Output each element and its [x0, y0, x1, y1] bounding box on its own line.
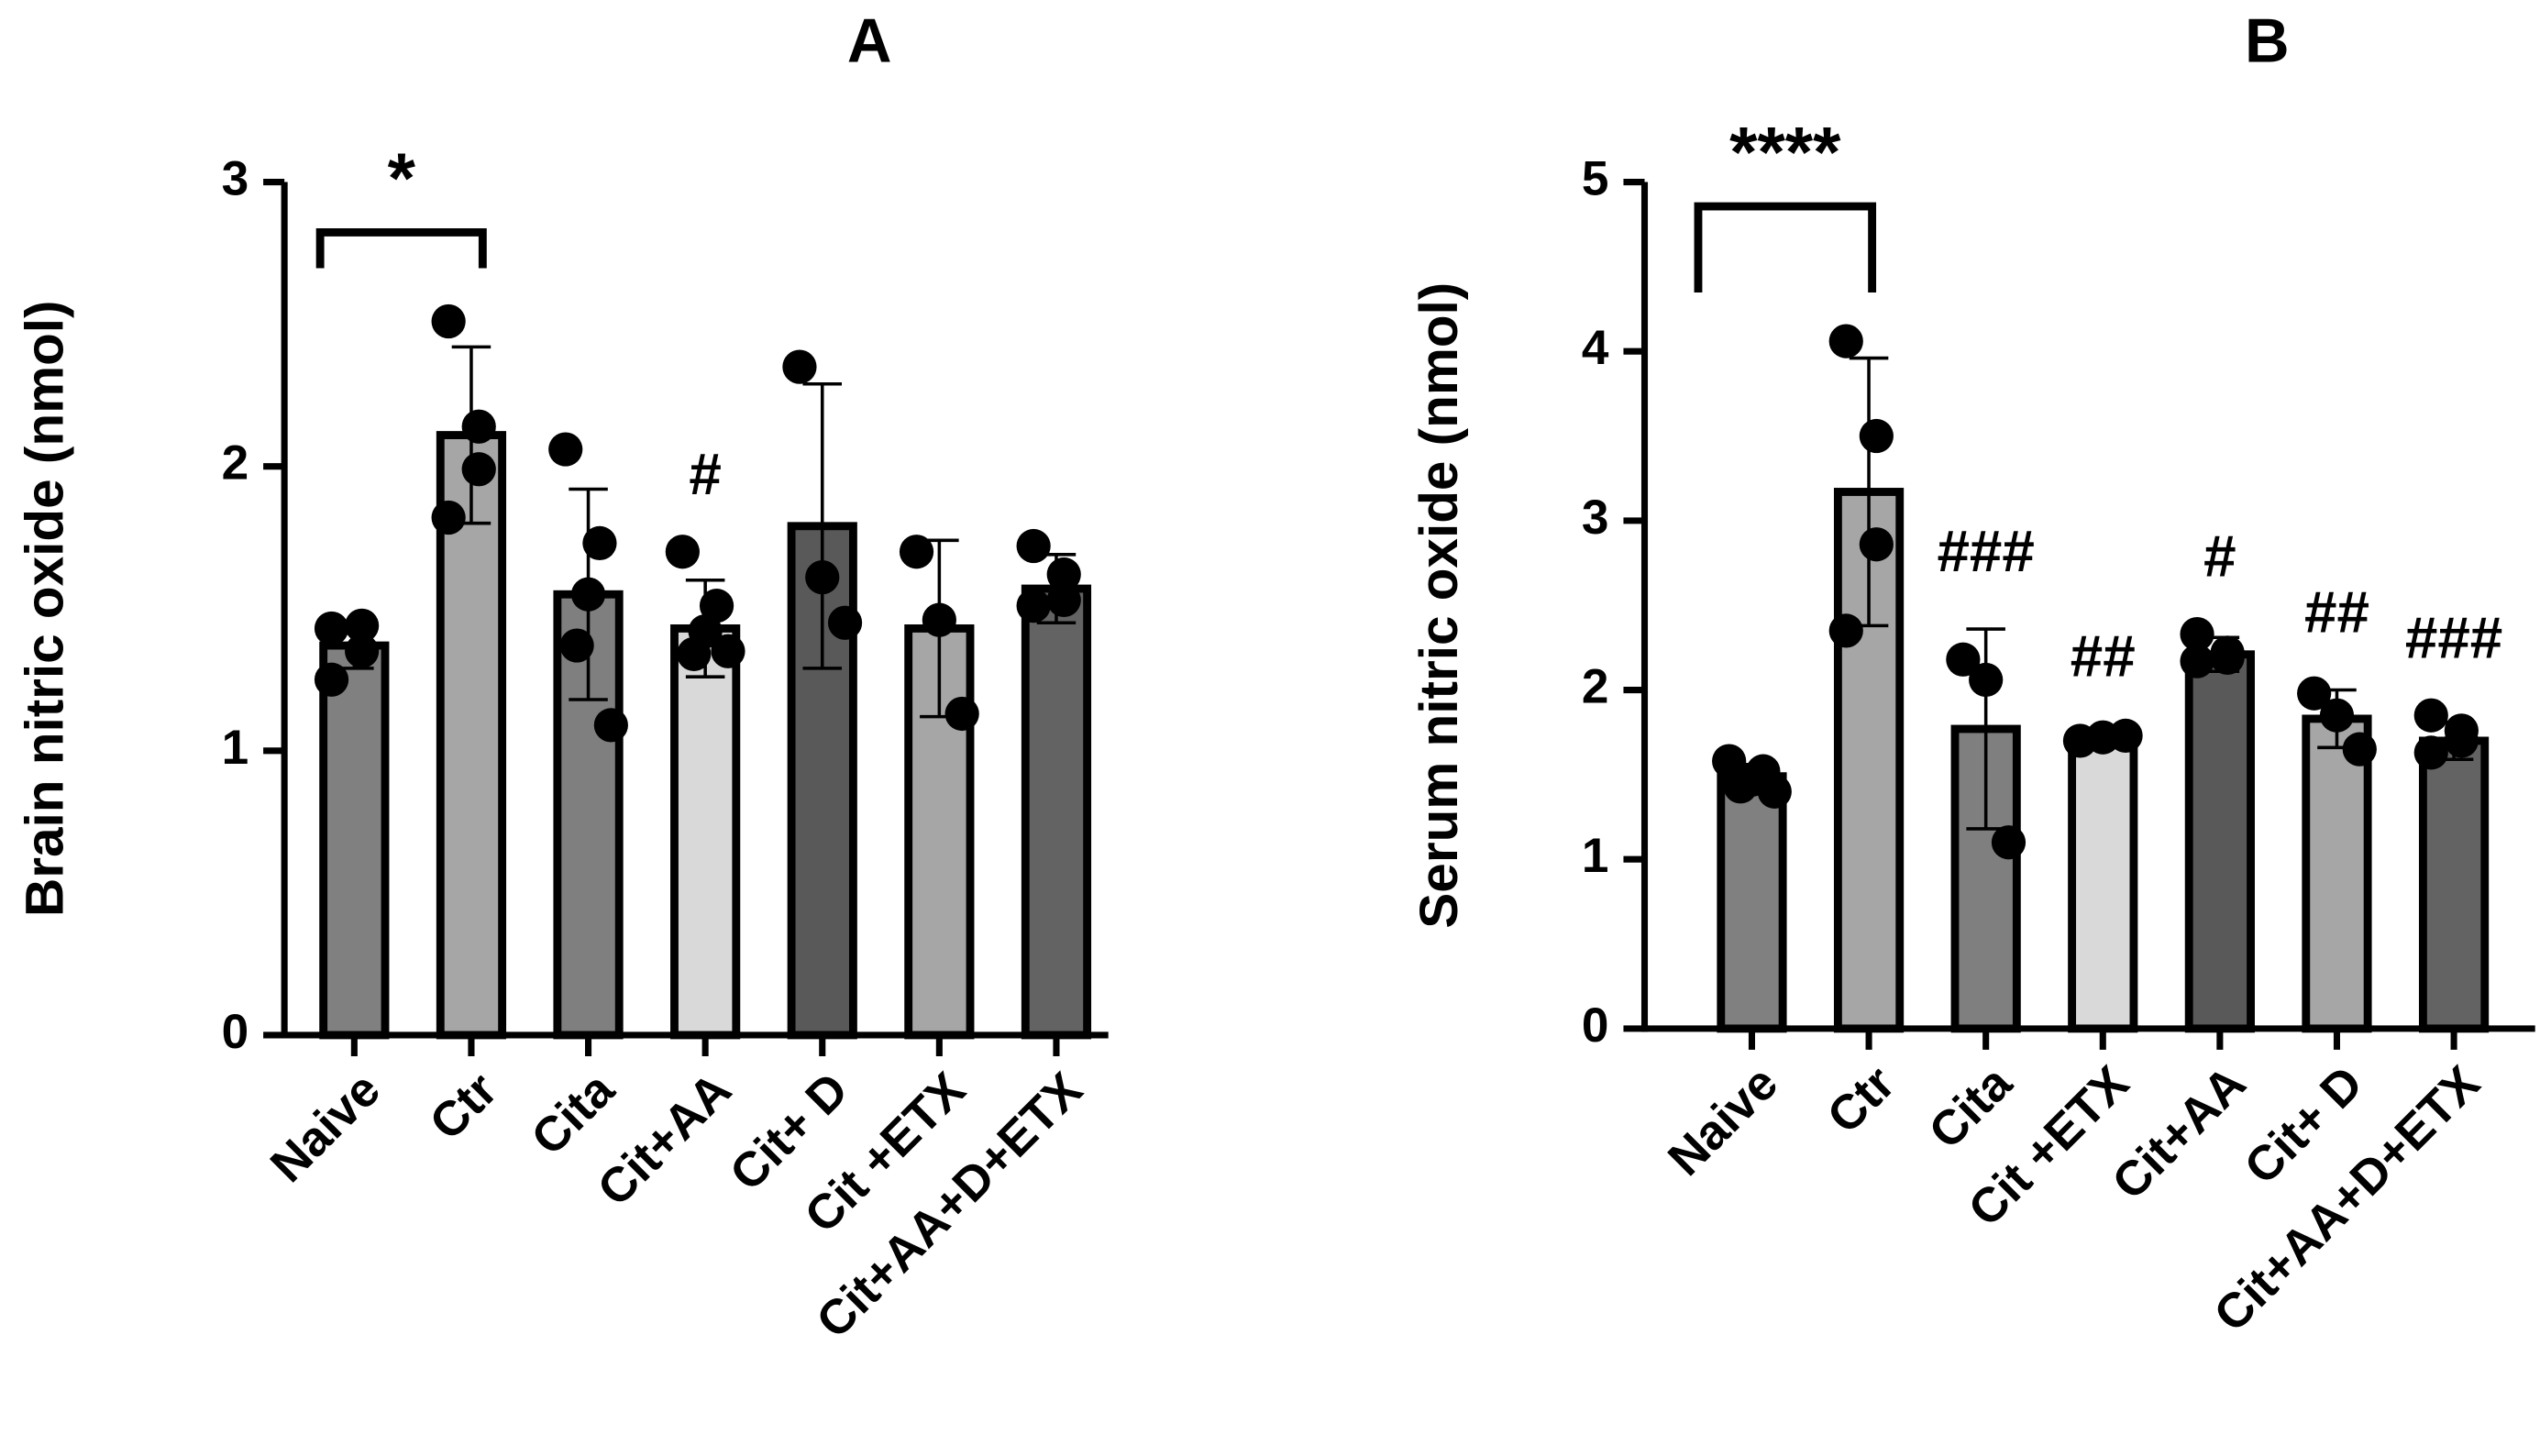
significance-bracket	[1694, 202, 1877, 293]
x-tick-label: Naive	[260, 1063, 391, 1193]
annotation: #	[2203, 524, 2236, 590]
data-point	[699, 589, 734, 623]
x-tick-label: Cit+AA	[2102, 1056, 2256, 1210]
y-tick-label: 2	[1582, 660, 1609, 714]
data-point	[1757, 774, 1792, 809]
data-point	[1828, 324, 1863, 358]
x-tick-label: Ctr	[1817, 1056, 1905, 1144]
y-tick-label: 1	[222, 721, 249, 775]
data-point	[2180, 644, 2214, 678]
bar	[319, 641, 390, 1040]
y-tick-label: 4	[1582, 321, 1609, 375]
x-tick-label: Cita	[522, 1063, 625, 1166]
data-point	[899, 535, 934, 569]
data-point	[1969, 662, 2004, 698]
data-point	[431, 303, 466, 339]
data-point	[922, 602, 956, 637]
data-point	[431, 500, 466, 535]
data-point	[570, 577, 606, 612]
significance-bracket	[315, 228, 487, 269]
data-point	[677, 636, 712, 671]
data-point	[2180, 616, 2214, 652]
y-tick-label: 0	[1582, 998, 1609, 1053]
data-point	[1991, 825, 2026, 860]
data-point	[345, 634, 380, 668]
annotation: ##	[2304, 579, 2369, 645]
y-axis-label: Brain nitric oxide (nmol)	[16, 301, 75, 917]
data-point	[461, 409, 496, 444]
bar	[2418, 736, 2490, 1033]
y-tick-label: 1	[1582, 829, 1609, 883]
data-point	[461, 452, 496, 487]
x-tick-label: Cita	[1919, 1055, 2023, 1159]
data-point	[1016, 589, 1051, 623]
y-tick-label: 5	[1582, 152, 1609, 206]
data-point	[944, 696, 979, 732]
bar	[2068, 736, 2138, 1033]
bar	[670, 624, 741, 1040]
bar	[1021, 584, 1092, 1040]
x-tick-label: Ctr	[420, 1063, 508, 1151]
data-point	[1828, 613, 1863, 648]
annotation: ##	[2071, 623, 2136, 689]
data-point	[2297, 676, 2332, 711]
data-point	[548, 432, 583, 467]
annotation: #	[689, 441, 721, 507]
significance-label: *	[388, 138, 416, 218]
data-point	[1016, 528, 1051, 564]
data-point	[2413, 735, 2448, 770]
data-point	[559, 628, 594, 663]
data-point	[1046, 557, 1081, 592]
annotation: ###	[1937, 518, 2034, 584]
bar	[1717, 772, 1787, 1033]
data-point	[2413, 698, 2448, 733]
y-tick-label: 3	[222, 152, 249, 206]
data-point	[2108, 718, 2143, 753]
y-tick-label: 0	[222, 1005, 249, 1059]
significance-label: ****	[1729, 112, 1841, 193]
data-point	[582, 525, 617, 561]
data-point	[782, 349, 817, 384]
data-point	[345, 608, 380, 643]
y-tick-label: 2	[222, 436, 249, 491]
data-point	[1859, 527, 1894, 562]
data-point	[314, 662, 349, 697]
data-point	[1946, 642, 1981, 677]
data-point	[805, 560, 840, 595]
x-tick-label: Naive	[1658, 1056, 1788, 1186]
x-tick-label: Cit+AA	[588, 1063, 742, 1217]
data-point	[1712, 744, 1747, 778]
data-point	[665, 535, 700, 569]
bar	[2302, 714, 2372, 1033]
data-point	[2210, 640, 2245, 676]
data-point	[314, 611, 349, 646]
panel-title: B	[2245, 6, 2290, 75]
data-point	[827, 605, 863, 640]
data-point	[1723, 769, 1758, 804]
bar	[2184, 650, 2255, 1033]
data-point	[2444, 723, 2479, 758]
data-point	[2342, 732, 2377, 767]
y-axis-label: Serum nitric oxide (nmol)	[1409, 282, 1469, 929]
annotation: ###	[2405, 604, 2502, 670]
data-point	[711, 634, 745, 668]
data-point	[1859, 418, 1894, 454]
y-tick-label: 3	[1582, 491, 1609, 545]
data-point	[1046, 582, 1081, 618]
data-point	[593, 708, 628, 743]
data-point	[2319, 698, 2355, 733]
panel-title: A	[847, 6, 892, 75]
